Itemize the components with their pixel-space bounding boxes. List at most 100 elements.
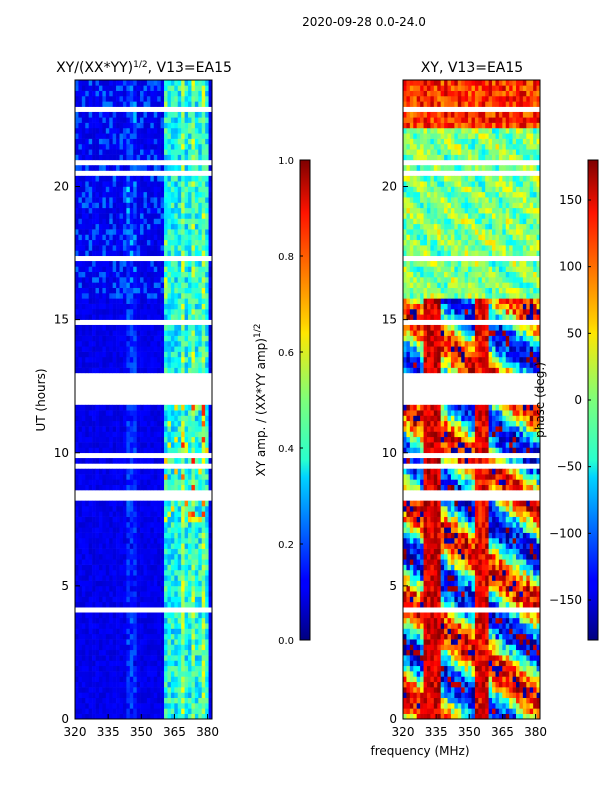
- heatmap-cell: [122, 181, 127, 187]
- heatmap-cell: [177, 697, 182, 704]
- heatmap-cell: [75, 431, 79, 438]
- heatmap-cell: [129, 346, 134, 352]
- heatmap-cell: [164, 154, 168, 161]
- heatmap-cell: [205, 692, 209, 699]
- heatmap-cell: [177, 298, 182, 304]
- heatmap-cell: [188, 234, 192, 241]
- heatmap-cell: [78, 138, 83, 145]
- heatmap-cell: [85, 85, 89, 91]
- heatmap-cell: [177, 580, 182, 587]
- heatmap-cell: [78, 548, 83, 555]
- heatmap-cell: [98, 474, 103, 480]
- heatmap-cell: [184, 218, 189, 225]
- heatmap-cell: [112, 671, 117, 677]
- heatmap-cell: [167, 117, 172, 123]
- heatmap-cell: [143, 639, 148, 645]
- heatmap-cell: [181, 351, 185, 358]
- heatmap-cell: [122, 127, 127, 134]
- heatmap-cell: [136, 527, 141, 533]
- heatmap-cell: [136, 239, 141, 246]
- heatmap-cell: [88, 122, 93, 129]
- heatmap-cell: [136, 351, 141, 358]
- heatmap-cell: [133, 229, 137, 235]
- heatmap-cell: [208, 143, 213, 150]
- heatmap-cell: [208, 250, 213, 257]
- heatmap-cell: [116, 596, 120, 603]
- heatmap-cell: [122, 596, 127, 603]
- heatmap-cell: [188, 612, 192, 619]
- heatmap-cell: [157, 223, 161, 230]
- heatmap-cell: [119, 521, 124, 528]
- heatmap-cell: [444, 617, 448, 624]
- heatmap-cell: [194, 303, 199, 310]
- heatmap-cell: [102, 521, 107, 528]
- heatmap-cell: [85, 474, 89, 480]
- heatmap-cell: [471, 676, 476, 683]
- heatmap-cell: [119, 335, 124, 342]
- heatmap-cell: [191, 442, 196, 448]
- heatmap-cell: [119, 101, 124, 107]
- heatmap-cell: [184, 585, 189, 592]
- heatmap-cell: [78, 218, 83, 225]
- heatmap-cell: [536, 687, 541, 693]
- heatmap-cell: [170, 415, 175, 422]
- heatmap-cell: [184, 511, 189, 517]
- heatmap-cell: [406, 697, 411, 704]
- heatmap-cell: [201, 671, 206, 677]
- heatmap-cell: [181, 591, 185, 597]
- heatmap-cell: [160, 218, 165, 225]
- heatmap-cell: [457, 655, 462, 661]
- heatmap-cell: [81, 149, 86, 155]
- heatmap-cell: [88, 697, 93, 704]
- heatmap-cell: [109, 468, 113, 475]
- heatmap-cell: [519, 617, 524, 624]
- heatmap-cell: [184, 671, 189, 677]
- heatmap-cell: [181, 335, 185, 342]
- heatmap-cell: [150, 127, 155, 134]
- heatmap-cell: [105, 101, 110, 107]
- heatmap-cell: [92, 213, 96, 219]
- heatmap-cell: [105, 681, 110, 688]
- heatmap-cell: [201, 351, 206, 358]
- heatmap-cell: [198, 665, 203, 672]
- heatmap-cell: [119, 511, 124, 517]
- heatmap-cell: [105, 122, 110, 129]
- heatmap-cell: [81, 660, 86, 667]
- heatmap-cell: [194, 346, 199, 352]
- heatmap-cell: [509, 644, 513, 651]
- heatmap-cell: [512, 671, 517, 677]
- heatmap-cell: [140, 575, 144, 581]
- heatmap-cell: [174, 308, 179, 315]
- heatmap-cell: [177, 266, 182, 273]
- heatmap-cell: [78, 601, 83, 608]
- heatmap-cell: [492, 649, 496, 656]
- heatmap-cell: [488, 687, 493, 693]
- heatmap-cell: [409, 623, 414, 629]
- heatmap-cell: [92, 575, 96, 581]
- heatmap-cell: [143, 287, 148, 294]
- heatmap-cell: [188, 85, 192, 91]
- heatmap-cell: [126, 564, 131, 571]
- heatmap-cell: [133, 362, 137, 368]
- heatmap-cell: [95, 617, 100, 624]
- heatmap-cell: [140, 655, 144, 661]
- heatmap-cell: [92, 330, 96, 336]
- heatmap-cell: [136, 282, 141, 288]
- heatmap-cell: [133, 314, 137, 320]
- heatmap-cell: [194, 436, 199, 443]
- heatmap-cell: [198, 191, 203, 198]
- heatmap-cell: [122, 95, 127, 102]
- heatmap-cell: [160, 500, 165, 507]
- heatmap-cell: [198, 266, 203, 273]
- heatmap-cell: [95, 229, 100, 235]
- heatmap-cell: [201, 287, 206, 294]
- heatmap-cell: [88, 713, 93, 720]
- heatmap-cell: [116, 564, 120, 571]
- heatmap-cell: [136, 271, 141, 278]
- heatmap-cell: [208, 149, 213, 155]
- heatmap-cell: [198, 308, 203, 315]
- heatmap-cell: [205, 127, 209, 134]
- heatmap-cell: [105, 80, 110, 86]
- heatmap-cell: [133, 596, 137, 603]
- heatmap-cell: [102, 149, 107, 155]
